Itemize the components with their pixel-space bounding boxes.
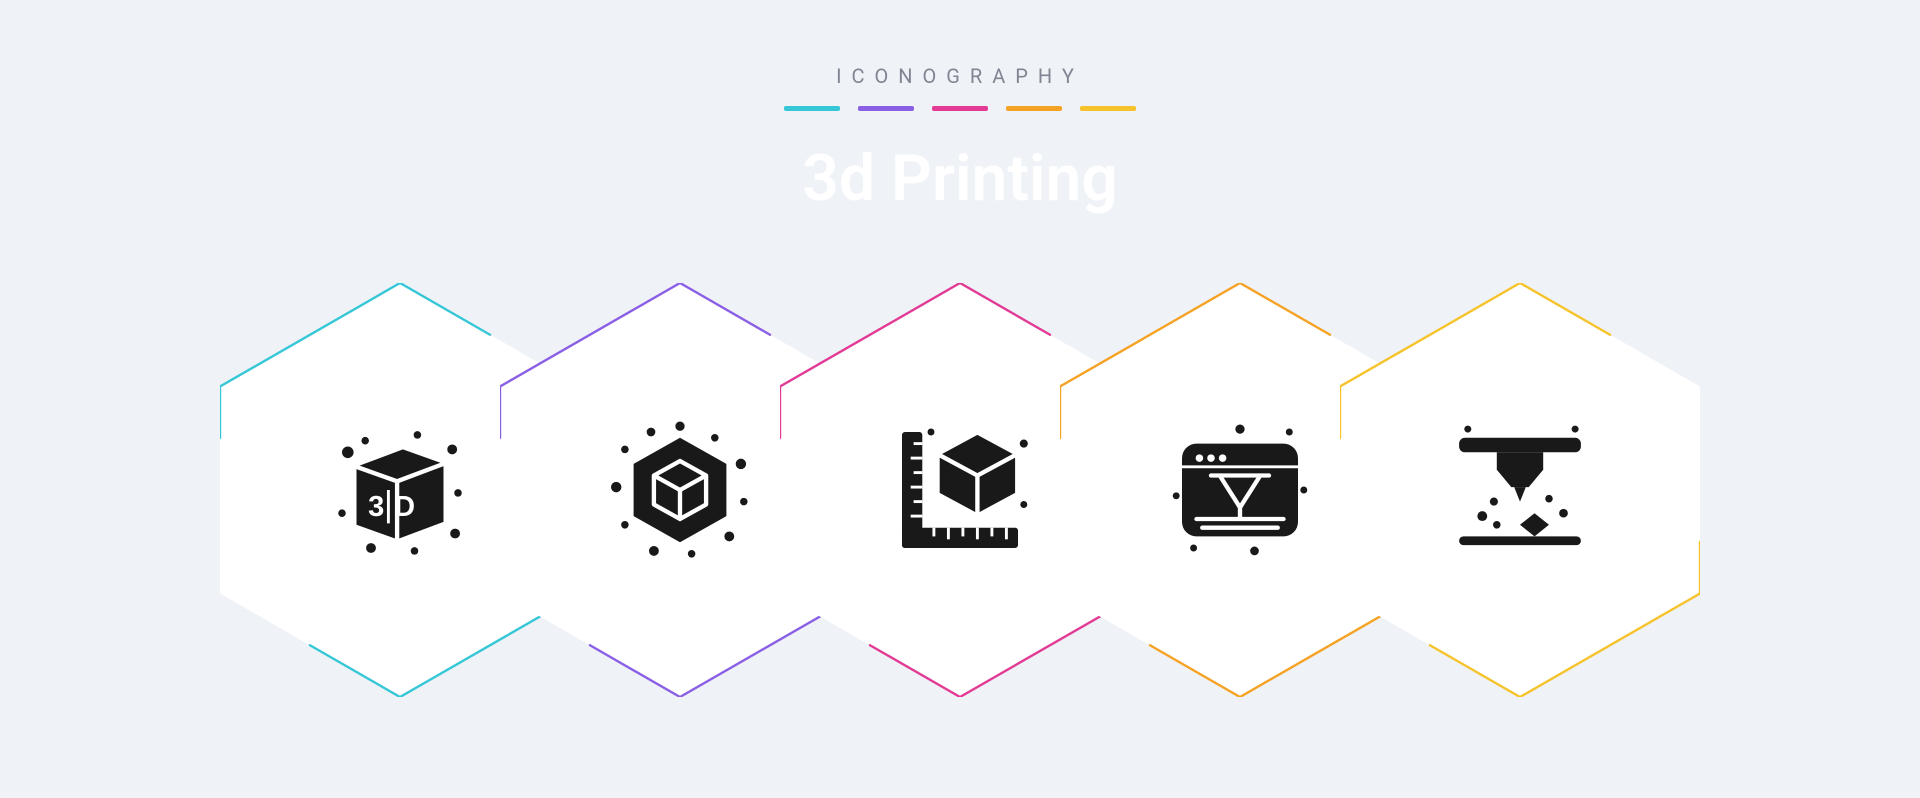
printer-web-icon: [1168, 418, 1313, 563]
kicker: ICONOGRAPHY: [0, 64, 1920, 88]
hex-stage: 3 D: [100, 280, 1820, 700]
hex-tile-4: [1340, 283, 1700, 697]
svg-text:3: 3: [368, 491, 384, 523]
hex-cube-icon: [608, 418, 753, 563]
accent-row: [0, 106, 1920, 111]
accent-bar-2: [932, 106, 988, 111]
accent-bar-1: [858, 106, 914, 111]
page-title: 3d Printing: [0, 141, 1920, 216]
nozzle-icon: [1448, 418, 1593, 563]
accent-bar-3: [1006, 106, 1062, 111]
accent-bar-4: [1080, 106, 1136, 111]
header: ICONOGRAPHY 3d Printing: [0, 64, 1920, 216]
svg-text:D: D: [394, 491, 415, 523]
3d-box-icon: 3 D: [328, 418, 473, 563]
accent-bar-0: [784, 106, 840, 111]
ruler-cube-icon: [888, 418, 1033, 563]
